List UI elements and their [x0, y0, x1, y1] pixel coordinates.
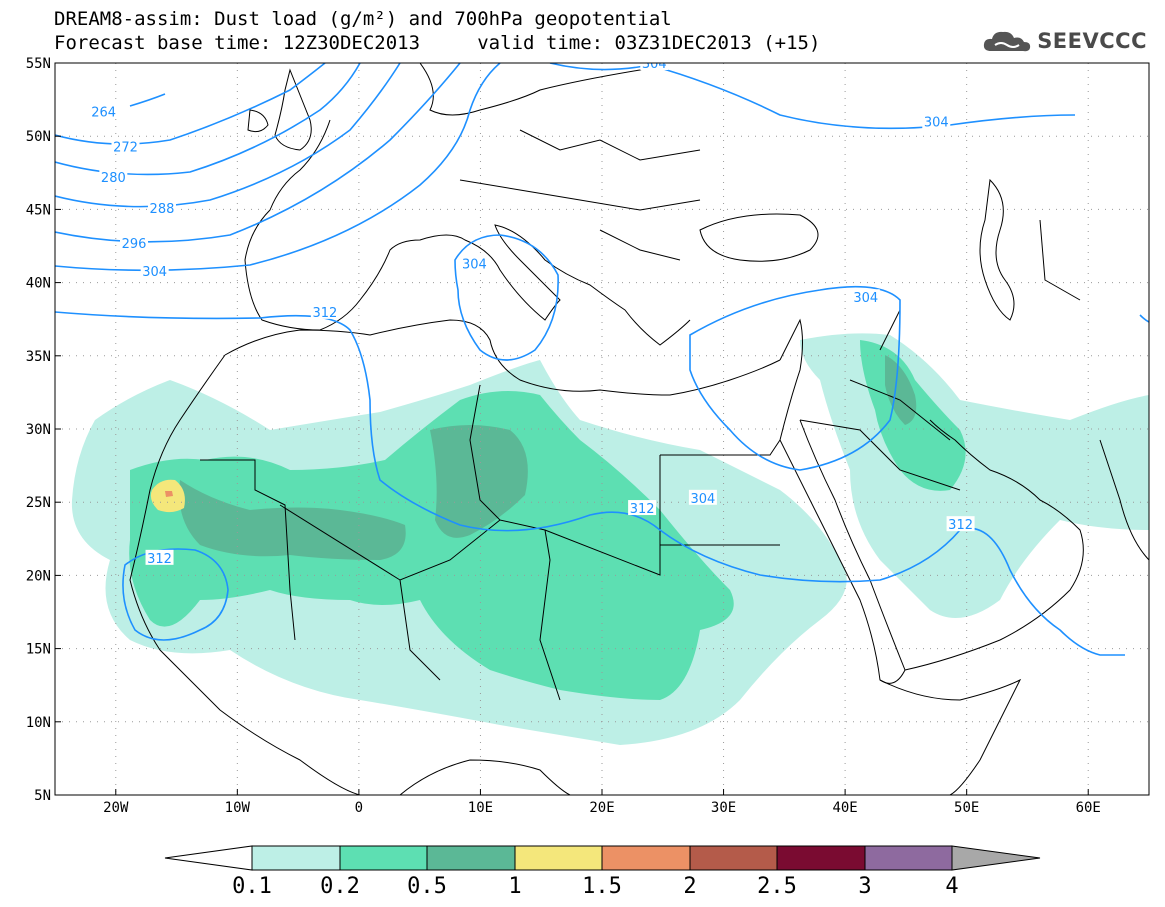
- contour-label-bg: [688, 489, 717, 505]
- contour-label: 296: [122, 237, 147, 252]
- lat-tick-label: 50N: [26, 129, 51, 145]
- colorbar-over-arrow: [951, 845, 1041, 871]
- cloud-logo-icon: [984, 31, 1031, 52]
- colorbar-label: 0.5: [407, 874, 447, 899]
- lat-tick-label: 45N: [26, 202, 51, 218]
- contour-label: 264: [91, 105, 116, 120]
- contour-label-bg: [310, 303, 339, 319]
- colorbar-label: 1: [508, 874, 521, 899]
- lon-tick-label: 60E: [1076, 800, 1101, 816]
- contour-label: 304: [690, 492, 715, 507]
- lat-tick-label: 5N: [34, 788, 51, 804]
- colorbar-box-0.5: [426, 845, 516, 871]
- lat-tick-label: 10N: [26, 715, 51, 731]
- contour-label-bg: [922, 113, 951, 129]
- title-line-1: DREAM8-assim: Dust load (g/m²) and 700hP…: [54, 8, 672, 30]
- lon-tick-label: 10E: [468, 800, 493, 816]
- contour-label: 304: [142, 265, 167, 280]
- contour-label-bg: [851, 289, 880, 305]
- lon-tick-label: 0: [355, 800, 363, 816]
- colorbar-box-2: [689, 845, 778, 871]
- lat-tick-label: 40N: [26, 276, 51, 292]
- contour-label: 304: [642, 57, 667, 72]
- contour-label-bg: [120, 235, 149, 251]
- lat-tick-label: 25N: [26, 495, 51, 511]
- colorbar-label: 2: [683, 874, 696, 899]
- colorbar-box-0.1: [251, 845, 341, 871]
- contour-label: 312: [147, 552, 172, 567]
- colorbar-box-1: [514, 845, 603, 871]
- lon-tick-label: 20W: [103, 800, 129, 816]
- contour-label-bg: [140, 262, 169, 278]
- contour-label-bg: [147, 199, 176, 215]
- contour-label-bg: [628, 500, 657, 516]
- contour-label: 312: [312, 306, 337, 321]
- contour-label-bg: [640, 63, 669, 70]
- contour-label: 288: [150, 202, 175, 217]
- contour-label: 304: [924, 116, 949, 131]
- lat-tick-label: 20N: [26, 568, 51, 584]
- colorbar: 0.1 0.2 0.5 1 1.5 2 2.5 3 4: [164, 845, 1041, 899]
- colorbar-label: 0.2: [320, 874, 360, 899]
- lon-tick-label: 40E: [832, 800, 857, 816]
- colorbar-label: 2.5: [757, 874, 797, 899]
- contour-label-bg: [89, 103, 118, 119]
- colorbar-box-3: [864, 845, 953, 871]
- contour-label: 312: [948, 518, 973, 533]
- contour-label-bg: [145, 549, 174, 565]
- map-axes: 20W 10W 0 10E 20E 30E 40E 50E 60E 55N 50N 45N 40N 35N…: [26, 56, 1101, 816]
- colorbar-label: 0.1: [232, 874, 272, 899]
- lat-tick-label: 15N: [26, 642, 51, 658]
- lat-tick-label: 55N: [26, 56, 51, 72]
- dust-level-0.5: [179, 355, 917, 560]
- lat-tick-label: 35N: [26, 349, 51, 365]
- colorbar-box-0.2: [339, 845, 428, 871]
- graticule: [55, 63, 1149, 795]
- contour-label: 280: [101, 171, 126, 186]
- colorbar-under-arrow: [164, 845, 253, 871]
- colorbar-label: 3: [858, 874, 871, 899]
- plot-area: 264 272 280 288 296 304 312 304 304 304 304 304 312 3…: [55, 57, 1149, 795]
- colorbar-labels: 0.1 0.2 0.5 1 1.5 2 2.5 3 4: [232, 874, 959, 899]
- contour-label-bg: [946, 516, 975, 532]
- contour-label-bg: [460, 255, 489, 271]
- contour-label: 304: [462, 258, 487, 273]
- lon-tick-label: 50E: [954, 800, 979, 816]
- lon-tick-label: 10W: [225, 800, 251, 816]
- dust-level-0.2: [129, 391, 734, 700]
- contour-label-bg: [111, 138, 140, 154]
- contour-labels: 264 272 280 288 296 304 312 304 304 304 304 304 312 3…: [89, 57, 975, 567]
- title-line-2: Forecast base time: 12Z30DEC2013 valid t…: [54, 32, 821, 54]
- contour-label: 312: [630, 502, 655, 517]
- lon-tick-label: 30E: [711, 800, 736, 816]
- colorbar-box-2.5: [776, 845, 866, 871]
- dust-level-1.5: [165, 491, 173, 497]
- contour-label: 272: [113, 140, 138, 155]
- colorbar-box-1.5: [601, 845, 691, 871]
- colorbar-label: 1.5: [582, 874, 622, 899]
- lon-tick-label: 20E: [589, 800, 614, 816]
- lat-tick-label: 30N: [26, 422, 51, 438]
- contour-label-bg: [99, 169, 128, 185]
- seevccc-logo: SEEVCCC: [981, 26, 1147, 56]
- colorbar-label: 4: [945, 874, 958, 899]
- contour-label: 304: [853, 291, 878, 306]
- logo-text: SEEVCCC: [1037, 29, 1147, 53]
